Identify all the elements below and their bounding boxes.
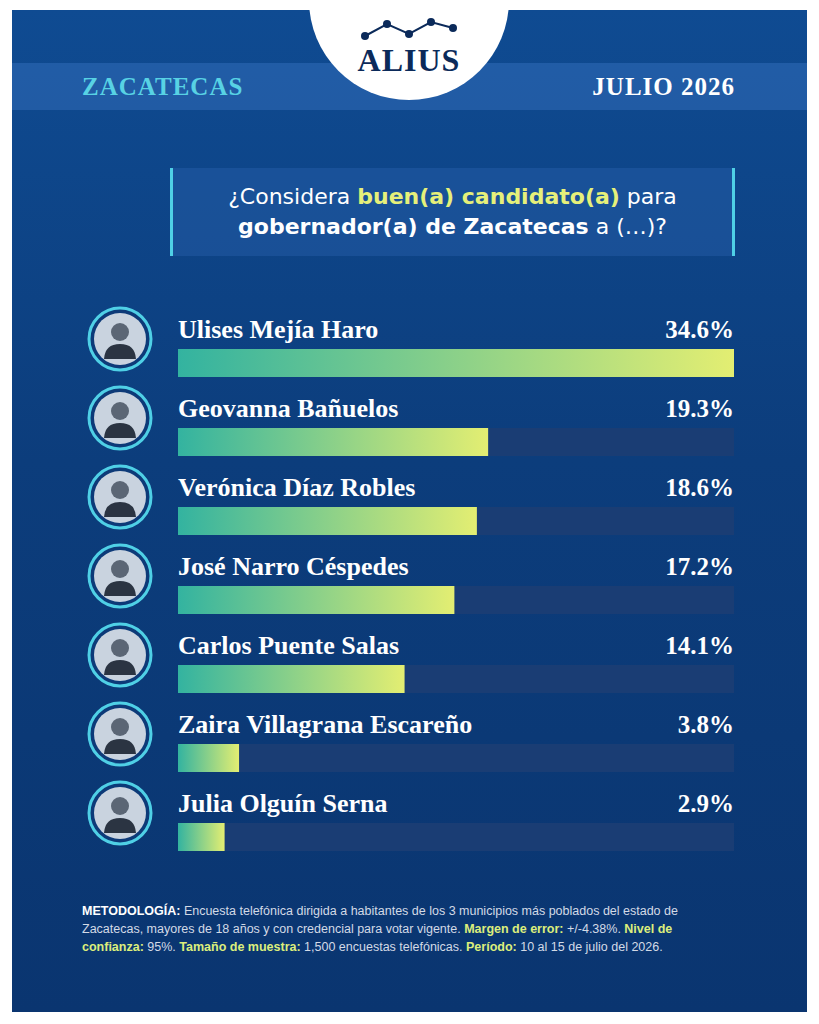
svg-text:34.6%: 34.6%: [665, 316, 734, 343]
svg-text:2.9%: 2.9%: [678, 790, 734, 817]
svg-text:Geovanna Bañuelos: Geovanna Bañuelos: [178, 394, 398, 423]
html-text:ZACATECAS: ZACATECAS: [82, 73, 244, 100]
html-text:ALIUS: ALIUS: [357, 42, 461, 78]
svg-text:Ulises Mejía Haro: Ulises Mejía Haro: [178, 315, 378, 344]
svg-text:Julia Olguín Serna: Julia Olguín Serna: [178, 789, 388, 818]
html-text:gobernador(a) de Zacatecas a (: gobernador(a) de Zacatecas a (…)?: [238, 214, 667, 239]
html-text:¿Considera buen(a) candidato(a: ¿Considera buen(a) candidato(a) para: [228, 184, 677, 209]
svg-text:Carlos Puente Salas: Carlos Puente Salas: [178, 631, 399, 660]
svg-text:19.3%: 19.3%: [665, 395, 734, 422]
svg-text:3.8%: 3.8%: [678, 711, 734, 738]
html-text:METODOLOGÍA: Encuesta telefóni: METODOLOGÍA: Encuesta telefónica dirigid…: [82, 904, 678, 954]
svg-text:18.6%: 18.6%: [665, 474, 734, 501]
svg-text:14.1%: 14.1%: [665, 632, 734, 659]
svg-text:Verónica Díaz Robles: Verónica Díaz Robles: [178, 473, 415, 502]
svg-text:Zaira Villagrana Escareño: Zaira Villagrana Escareño: [178, 710, 472, 739]
svg-text:José Narro Céspedes: José Narro Céspedes: [178, 552, 409, 581]
svg-text:17.2%: 17.2%: [665, 553, 734, 580]
html-text:JULIO 2026: JULIO 2026: [592, 73, 735, 100]
